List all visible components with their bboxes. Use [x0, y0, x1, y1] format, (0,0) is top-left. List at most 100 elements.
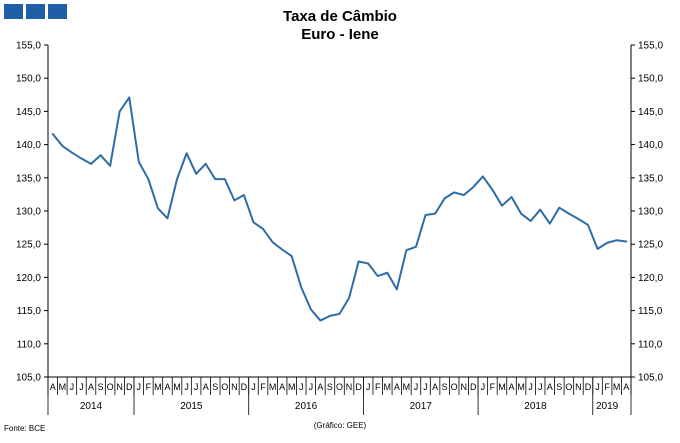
chart-title: Taxa de Câmbio [283, 8, 397, 25]
y-tick-label-left-10: 155,0 [16, 41, 41, 52]
month-label-52: A [547, 382, 553, 392]
month-label-10: F [146, 382, 152, 392]
data-point-5 [100, 154, 102, 156]
year-label-2016: 2016 [295, 401, 318, 412]
month-label-35: M [384, 382, 392, 392]
y-tick-label-left-0: 105,0 [16, 373, 41, 384]
data-point-21 [252, 221, 254, 223]
data-point-19 [233, 199, 235, 201]
month-label-50: J [528, 382, 533, 392]
data-point-36 [396, 288, 398, 290]
month-label-25: M [288, 382, 296, 392]
data-point-39 [425, 214, 427, 216]
y-tick-label-right-3: 120,0 [638, 273, 663, 284]
y-tick-label-left-5: 130,0 [16, 207, 41, 218]
month-label-12: A [164, 382, 170, 392]
chart-subtitle: Euro - Iene [301, 26, 379, 43]
year-label-2014: 2014 [80, 401, 103, 412]
month-label-39: J [423, 382, 428, 392]
y-tick-label-left-7: 140,0 [16, 140, 41, 151]
month-label-41: S [442, 382, 448, 392]
month-label-0: A [50, 382, 56, 392]
month-label-14: J [184, 382, 189, 392]
data-point-38 [415, 246, 417, 248]
month-label-16: A [203, 382, 209, 392]
month-label-45: J [481, 382, 486, 392]
month-label-29: S [327, 382, 333, 392]
y-tick-label-right-1: 110,0 [638, 339, 663, 350]
month-label-34: F [375, 382, 381, 392]
month-label-21: J [251, 382, 256, 392]
month-label-33: J [366, 382, 371, 392]
month-label-6: O [107, 382, 114, 392]
series-line [51, 96, 628, 322]
y-tick-label-left-3: 120,0 [16, 273, 41, 284]
month-label-57: J [595, 382, 600, 392]
data-point-45 [482, 175, 484, 177]
data-point-30 [339, 313, 341, 315]
data-point-22 [262, 228, 264, 230]
data-point-28 [319, 320, 321, 322]
month-label-46: F [490, 382, 496, 392]
data-point-6 [109, 165, 111, 167]
data-point-31 [348, 297, 350, 299]
data-point-18 [224, 178, 226, 180]
month-label-28: A [317, 382, 323, 392]
month-label-22: F [260, 382, 266, 392]
month-label-5: S [98, 382, 104, 392]
data-point-29 [329, 315, 331, 317]
y-tick-label-left-1: 110,0 [17, 339, 42, 350]
data-point-53 [558, 207, 560, 209]
month-label-58: F [604, 382, 610, 392]
data-point-50 [530, 220, 532, 222]
data-point-41 [444, 197, 446, 199]
month-label-19: N [231, 382, 238, 392]
month-label-38: J [414, 382, 419, 392]
month-label-60: A [623, 382, 629, 392]
data-point-7 [119, 110, 121, 112]
data-point-16 [205, 163, 207, 165]
data-point-37 [405, 249, 407, 251]
month-label-30: O [336, 382, 343, 392]
month-label-48: A [509, 382, 515, 392]
data-point-55 [577, 218, 579, 220]
data-point-2 [71, 152, 73, 154]
data-point-3 [80, 158, 82, 160]
data-point-60 [625, 241, 627, 243]
data-point-8 [128, 96, 130, 98]
logo-square-1 [4, 4, 23, 19]
data-point-35 [386, 272, 388, 274]
data-point-9 [138, 161, 140, 163]
month-label-47: M [498, 382, 506, 392]
credit-note: (Gráfico: GEE) [313, 421, 367, 430]
y-tick-label-left-2: 115,0 [17, 306, 42, 317]
month-label-31: N [346, 382, 353, 392]
gee-logo-icon [4, 4, 67, 19]
data-point-12 [166, 217, 168, 219]
data-point-20 [243, 194, 245, 196]
data-point-26 [300, 286, 302, 288]
data-point-51 [539, 209, 541, 211]
year-label-2015: 2015 [180, 401, 203, 412]
data-point-0 [52, 133, 54, 135]
y-tick-label-right-10: 155,0 [638, 41, 663, 52]
month-label-51: J [538, 382, 543, 392]
data-point-57 [597, 248, 599, 250]
data-point-47 [501, 205, 503, 207]
year-label-2018: 2018 [524, 401, 547, 412]
chart-title-block: Taxa de Câmbio Euro - Iene [0, 8, 680, 44]
data-point-34 [377, 275, 379, 277]
y-tick-label-right-9: 150,0 [638, 74, 663, 85]
month-label-42: O [451, 382, 458, 392]
data-point-33 [367, 262, 369, 264]
data-point-42 [453, 191, 455, 193]
data-point-32 [358, 260, 360, 262]
month-label-49: M [517, 382, 525, 392]
month-label-23: M [269, 382, 277, 392]
month-label-44: D [470, 382, 477, 392]
month-label-9: J [137, 382, 142, 392]
month-label-27: J [309, 382, 314, 392]
month-label-53: S [556, 382, 562, 392]
y-tick-label-left-8: 145,0 [16, 107, 41, 118]
month-label-43: N [460, 382, 467, 392]
